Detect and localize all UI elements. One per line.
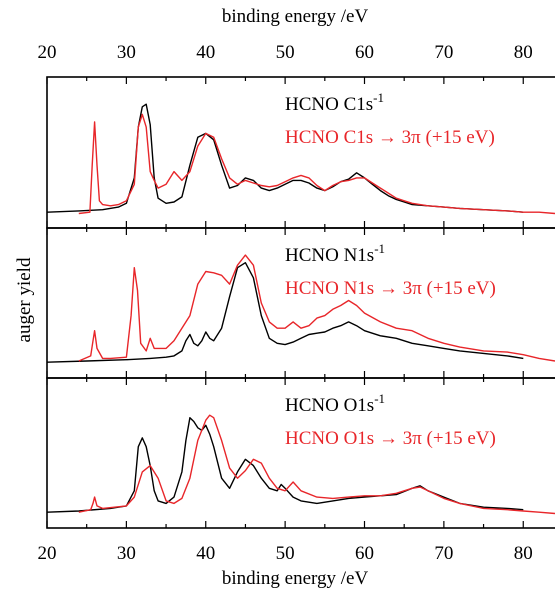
bottom-x-tick-labels: 20 30 40 50 60 70 80 xyxy=(38,543,533,564)
spectrum-panel: HCNO N1s-1 HCNO N1s → 3π (+15 eV) xyxy=(46,227,555,379)
bottom-x-tick-label: 50 xyxy=(276,543,295,564)
top-x-tick-label: 40 xyxy=(196,42,215,63)
legend-entry: HCNO C1s-1 xyxy=(285,90,384,115)
y-axis-title: auger yield xyxy=(14,257,35,342)
legend-entry: HCNO N1s → 3π (+15 eV) xyxy=(285,278,496,299)
resonant-trace xyxy=(78,254,555,362)
core-ionized-trace xyxy=(46,262,524,363)
top-x-tick-label: 30 xyxy=(117,42,136,63)
bottom-x-tick-label: 60 xyxy=(355,543,374,564)
core-ionized-trace xyxy=(46,103,524,213)
bottom-x-tick-label: 70 xyxy=(434,543,453,564)
top-x-tick-label: 80 xyxy=(514,42,533,63)
bottom-x-tick-label: 80 xyxy=(514,543,533,564)
bottom-x-tick-label: 40 xyxy=(196,543,215,564)
core-ionized-trace xyxy=(46,417,524,513)
resonant-trace xyxy=(78,113,555,215)
bottom-x-axis-title: binding energy /eV xyxy=(222,568,369,589)
legend-entry: HCNO O1s → 3π (+15 eV) xyxy=(285,428,496,449)
top-x-tick-label: 20 xyxy=(38,42,57,63)
bottom-x-tick-label: 20 xyxy=(38,543,57,564)
spectrum-panels: HCNO C1s-1 HCNO C1s → 3π (+15 eV) HCNO N1s… xyxy=(46,76,555,529)
panel-frame xyxy=(46,377,555,529)
bottom-x-tick-label: 30 xyxy=(117,543,136,564)
spectrum-panel: HCNO C1s-1 HCNO C1s → 3π (+15 eV) xyxy=(46,76,555,229)
legend-entry: HCNO N1s-1 xyxy=(285,241,385,266)
resonant-trace xyxy=(78,414,555,515)
top-x-tick-labels: 20 30 40 50 60 70 80 xyxy=(38,42,533,63)
spectrum-panel: HCNO O1s-1 HCNO O1s → 3π (+15 eV) xyxy=(46,377,555,529)
legend-entry: HCNO C1s → 3π (+15 eV) xyxy=(285,127,495,148)
top-x-tick-label: 60 xyxy=(355,42,374,63)
top-x-tick-label: 70 xyxy=(434,42,453,63)
legend-entry: HCNO O1s-1 xyxy=(285,391,385,416)
top-x-axis-title: binding energy /eV xyxy=(222,6,369,27)
top-x-tick-label: 50 xyxy=(276,42,295,63)
